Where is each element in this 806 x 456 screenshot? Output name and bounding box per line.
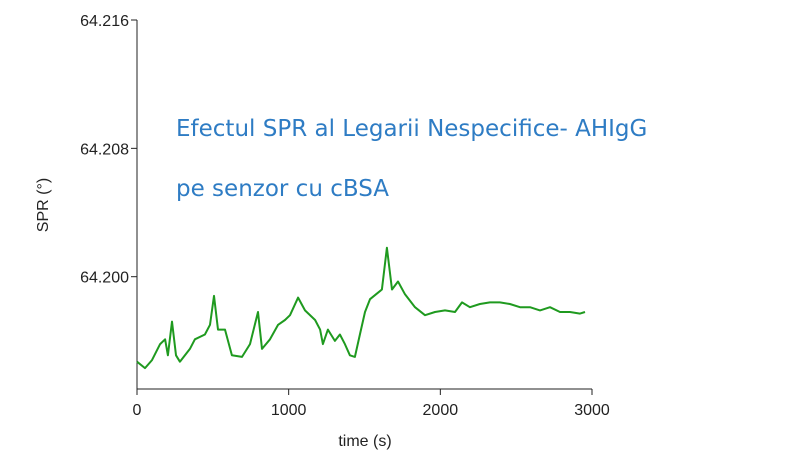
annotation: Efectul SPR al Legarii Nespecifice- AHIg… [176,116,647,142]
x-tick-label: 3000 [574,402,610,419]
line [136,246,586,370]
x-tick-label: 1000 [271,402,307,419]
y-tick-label: 64.200 [80,270,129,287]
y-tick-label: 64.216 [80,13,129,30]
y-axis-label: SPR (°) [35,178,52,232]
x-tick-label: 2000 [423,402,459,419]
x-axis-label: time (s) [338,433,391,450]
x-tick-label: 0 [133,402,142,419]
y-tick-label: 64.208 [80,141,129,158]
annotation: pe senzor cu cBSA [176,176,389,202]
